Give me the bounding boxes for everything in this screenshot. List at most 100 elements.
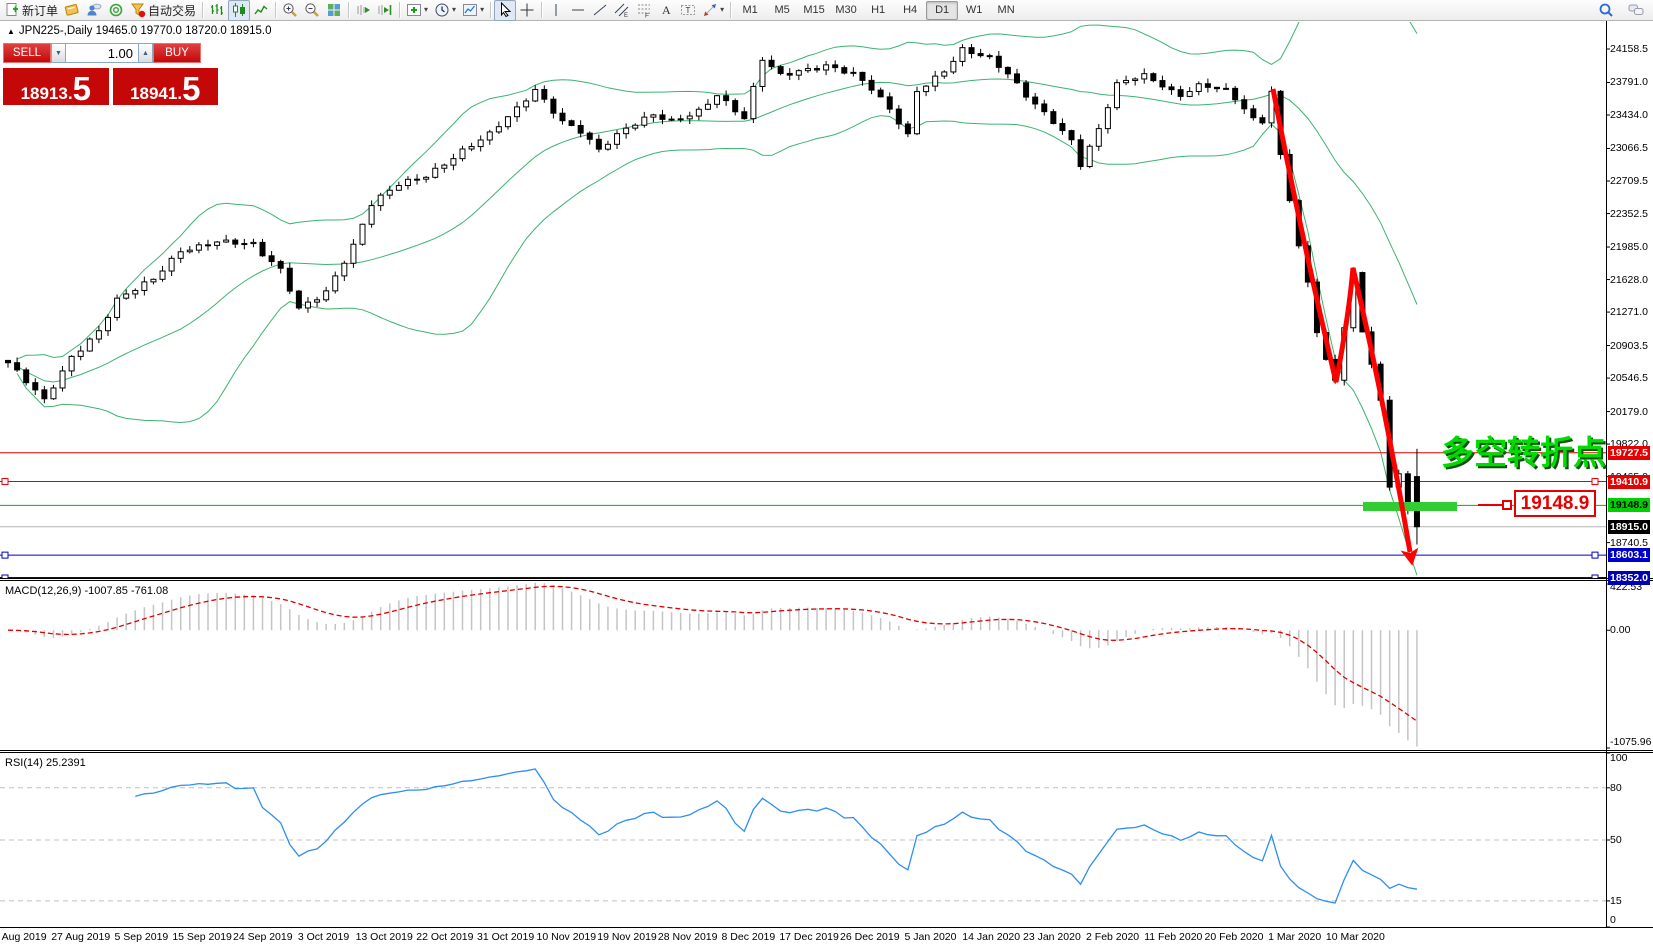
- trendline-button[interactable]: [589, 0, 611, 21]
- timeframe-d1-button[interactable]: D1: [926, 0, 959, 20]
- toolbar-separator: [348, 2, 350, 18]
- date-label: 8 Dec 2019: [721, 931, 776, 943]
- zoom-in-button[interactable]: [279, 0, 301, 21]
- cursor-icon: [497, 2, 513, 18]
- cloud-person-icon: [86, 2, 102, 18]
- price-tick-label: 18740.5: [1610, 536, 1648, 549]
- price-tag-label[interactable]: 19148.9: [1514, 490, 1596, 517]
- templates-button[interactable]: ▾: [459, 0, 487, 21]
- cursor-button[interactable]: [494, 0, 517, 21]
- price-tag-handle[interactable]: [1502, 500, 1512, 510]
- data-window-button[interactable]: [83, 0, 105, 21]
- timeframe-m1-button[interactable]: M1: [742, 4, 758, 16]
- search-button[interactable]: [1595, 0, 1617, 21]
- rsi-tick-label: 0: [1610, 914, 1616, 926]
- autotrading-button[interactable]: 自动交易: [127, 0, 199, 21]
- line-handle[interactable]: [1591, 478, 1599, 486]
- toolbar-separator: [202, 2, 204, 18]
- one-click-trade-panel: SELL ▼ ▲ BUY 18913 . 5 18941 . 5: [3, 43, 218, 105]
- chart-title: ▲ JPN225-,Daily 19465.0 19770.0 18720.0 …: [7, 25, 271, 37]
- price-tag-connector: [1478, 504, 1506, 506]
- line-chart-icon: [253, 2, 269, 18]
- macd-pane: [7, 582, 1418, 747]
- crosshair-button[interactable]: [516, 0, 538, 21]
- timeframe-m30-button[interactable]: M30: [835, 4, 857, 16]
- zoom-out-button[interactable]: [301, 0, 323, 21]
- buy-price[interactable]: 18941 . 5: [112, 68, 218, 105]
- volume-decrease-button[interactable]: ▼: [51, 43, 66, 63]
- indicators-button[interactable]: ▾: [403, 0, 431, 21]
- price-badge-18603.1: 18603.1: [1608, 548, 1650, 563]
- pivot-highlight-bar[interactable]: [1363, 502, 1457, 511]
- sell-price[interactable]: 18913 . 5: [3, 68, 109, 105]
- timeframe-w1-button[interactable]: W1: [965, 4, 983, 16]
- auto-scroll-button[interactable]: [352, 0, 374, 21]
- horizontal-line-button[interactable]: [567, 0, 589, 21]
- tile-windows-button[interactable]: [323, 0, 345, 21]
- rsi-tick-label: 15: [1610, 894, 1622, 907]
- price-tick-label: 20903.5: [1610, 339, 1648, 352]
- date-label: 1 Mar 2020: [1268, 931, 1322, 943]
- toolbar-separator: [275, 2, 277, 18]
- timeframe-m15-button[interactable]: M15: [803, 4, 825, 16]
- macd-tick-label: -1075.96: [1610, 736, 1652, 748]
- trade-panel-prices: 18913 . 5 18941 . 5: [3, 68, 218, 105]
- date-label: 5 Jan 2020: [904, 931, 957, 943]
- trade-panel-controls: SELL ▼ ▲ BUY: [3, 43, 218, 63]
- channel-button[interactable]: E: [611, 0, 633, 21]
- new-order-button[interactable]: 新订单: [1, 0, 61, 21]
- volume-increase-button[interactable]: ▲: [138, 43, 153, 63]
- date-label: 17 Dec 2019: [779, 931, 839, 943]
- label-button[interactable]: T: [677, 0, 699, 21]
- fibonacci-button[interactable]: F: [633, 0, 655, 21]
- periods-button[interactable]: ▾: [431, 0, 459, 21]
- date-label: 14 Jan 2020: [962, 931, 1021, 943]
- date-label: 24 Sep 2019: [233, 931, 293, 943]
- svg-text:F: F: [645, 13, 649, 19]
- collapse-arrow-icon[interactable]: ▲: [7, 26, 15, 36]
- timeframe-h4-button[interactable]: H4: [903, 4, 918, 16]
- market-watch-button[interactable]: [61, 0, 83, 21]
- pivot-annotation-text[interactable]: 多空转折点: [1441, 434, 1606, 471]
- text-button[interactable]: A: [655, 0, 677, 21]
- bar-chart-button[interactable]: [206, 0, 228, 21]
- timeframe-m5-button[interactable]: M5: [774, 4, 790, 16]
- timeframe-h1-button[interactable]: H1: [871, 4, 886, 16]
- zoom-out-icon: [304, 2, 320, 18]
- toolbar-separator: [541, 2, 543, 18]
- timeframe-mn-button[interactable]: MN: [997, 4, 1015, 16]
- price-badge-18915.0: 18915.0: [1608, 519, 1650, 534]
- navigator-button[interactable]: [105, 0, 127, 21]
- vertical-line-button[interactable]: [545, 0, 567, 21]
- main-pane: [0, 22, 1606, 581]
- sell-button[interactable]: SELL: [3, 43, 51, 63]
- rsi-label: RSI(14) 25.2391: [5, 757, 86, 769]
- arrows-icon: [702, 2, 718, 18]
- buy-button[interactable]: BUY: [153, 43, 201, 63]
- line-handle[interactable]: [1, 478, 9, 486]
- arrows-button[interactable]: ▾: [699, 0, 727, 21]
- macd-tick-label: 0.00: [1610, 624, 1631, 637]
- chat-icon: [1628, 2, 1644, 18]
- line-chart-button[interactable]: [250, 0, 272, 21]
- line-handle[interactable]: [1, 551, 9, 559]
- chart-shift-button[interactable]: [374, 0, 396, 21]
- line-handle[interactable]: [1591, 574, 1599, 581]
- chat-button[interactable]: [1625, 0, 1647, 21]
- price-tick-label: 23791.0: [1610, 76, 1648, 89]
- fib-icon: F: [636, 2, 652, 18]
- candlestick-chart-button[interactable]: [228, 0, 251, 21]
- toolbar-separator: [399, 2, 401, 18]
- volume-input[interactable]: [66, 43, 138, 63]
- line-handle[interactable]: [1, 574, 9, 581]
- main-toolbar: 新订单 自动交易 ▾ ▾ ▾ E F A T ▾ M1 M5 M15 M30 H1 H4 D1 W1 MN: [0, 0, 1653, 21]
- down-trend-arrow[interactable]: [1270, 88, 1419, 566]
- line-handle[interactable]: [1591, 551, 1599, 559]
- bollinger-upper-band: [16, 22, 1418, 360]
- candles-series: [5, 44, 1420, 545]
- price-badge-19148.9: 19148.9: [1608, 498, 1650, 513]
- rsi-tick-label: 80: [1610, 781, 1622, 794]
- date-label: 23 Jan 2020: [1022, 931, 1081, 943]
